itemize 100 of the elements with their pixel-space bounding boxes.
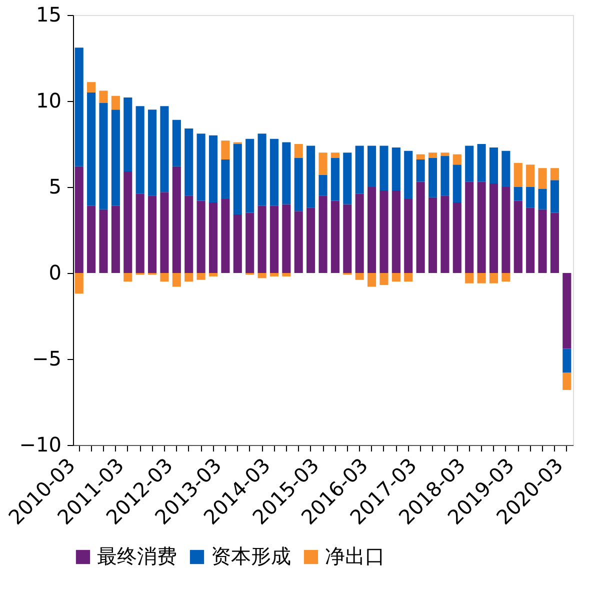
bar <box>172 120 181 166</box>
bar <box>74 273 84 294</box>
bar <box>562 372 572 390</box>
bar <box>404 273 413 282</box>
bar <box>550 212 559 273</box>
bar <box>355 146 364 194</box>
bar <box>221 140 230 160</box>
bar <box>111 206 120 273</box>
bar <box>87 82 96 92</box>
bar <box>416 154 425 160</box>
bar <box>99 209 108 273</box>
bar <box>208 202 218 273</box>
y-tick-label: 10 <box>36 88 62 112</box>
bar <box>233 214 242 273</box>
bar <box>172 166 181 273</box>
bar <box>502 187 510 273</box>
bar <box>416 159 425 182</box>
bar <box>550 180 559 213</box>
bar <box>514 162 522 187</box>
bar <box>124 98 132 172</box>
bar <box>514 187 522 201</box>
bar <box>562 273 572 349</box>
bar <box>184 196 194 273</box>
bar <box>416 182 425 273</box>
legend-label: 最终消费 <box>97 544 177 568</box>
bar <box>368 146 376 187</box>
bar <box>330 152 340 158</box>
bar <box>87 206 96 273</box>
bar <box>172 273 181 287</box>
y-tick-label: 15 <box>36 2 62 26</box>
bar <box>489 147 498 184</box>
bar <box>148 196 157 273</box>
bar <box>306 208 316 273</box>
bar <box>196 134 206 201</box>
bar <box>538 188 547 210</box>
bar <box>526 208 535 273</box>
bar <box>99 102 108 210</box>
bar <box>318 174 328 196</box>
bar <box>294 211 303 273</box>
bar <box>160 273 169 282</box>
bar <box>136 194 144 273</box>
bar <box>208 135 218 202</box>
y-tick-label: −5 <box>32 346 62 370</box>
y-tick-label: 0 <box>48 260 62 284</box>
bar <box>489 184 498 273</box>
bar <box>380 190 388 273</box>
bar <box>111 110 120 206</box>
bar <box>184 128 194 196</box>
bar <box>355 194 364 273</box>
bar <box>440 152 450 156</box>
bar <box>99 90 108 103</box>
bar <box>538 168 547 189</box>
bar <box>343 152 352 204</box>
bar <box>440 196 450 273</box>
bar <box>74 48 84 166</box>
bar <box>282 142 291 204</box>
y-tick-label: −10 <box>19 432 62 456</box>
bar <box>465 273 474 284</box>
bar <box>246 138 254 213</box>
bar <box>160 106 169 192</box>
bar <box>270 273 278 276</box>
bar <box>477 182 486 273</box>
bar <box>318 152 328 175</box>
bar <box>270 206 278 273</box>
bar <box>392 147 400 190</box>
bar <box>282 273 291 276</box>
bar <box>233 144 242 215</box>
bar <box>404 199 413 273</box>
bar <box>318 196 328 273</box>
bar <box>380 146 388 190</box>
bar <box>538 209 547 273</box>
bar <box>87 92 96 206</box>
bar <box>526 164 535 187</box>
legend-label: 资本形成 <box>211 544 291 568</box>
bar <box>514 200 522 273</box>
bar <box>208 273 218 276</box>
bar <box>221 159 230 200</box>
bar <box>124 273 132 282</box>
bar <box>258 273 266 278</box>
bar <box>392 190 400 273</box>
bar <box>465 146 474 182</box>
bar <box>355 273 364 280</box>
bar <box>550 168 559 180</box>
bar <box>343 204 352 273</box>
bar <box>452 164 462 202</box>
bar <box>246 212 254 273</box>
bar <box>160 192 169 273</box>
bar <box>428 158 438 198</box>
bar <box>74 166 84 273</box>
bar <box>124 172 132 273</box>
bar <box>258 206 266 273</box>
bar <box>428 152 438 158</box>
bar <box>306 146 316 208</box>
bar <box>148 110 157 196</box>
bar <box>294 158 303 212</box>
bar <box>196 273 206 280</box>
bar <box>136 106 144 194</box>
bar <box>465 182 474 273</box>
bar <box>404 150 413 200</box>
bar <box>440 156 450 196</box>
